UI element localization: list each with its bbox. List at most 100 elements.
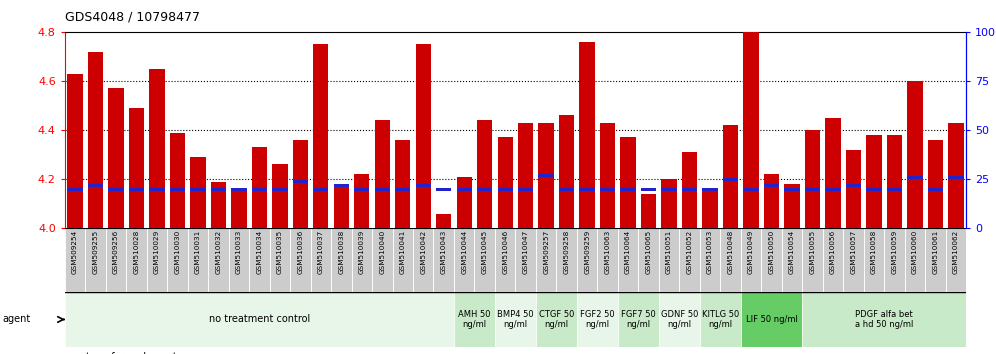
Bar <box>925 228 945 292</box>
Bar <box>293 140 308 228</box>
Bar <box>536 292 577 347</box>
Bar <box>682 152 697 228</box>
Text: BMP4 50
ng/ml: BMP4 50 ng/ml <box>497 310 534 329</box>
Bar <box>600 188 616 190</box>
Bar <box>539 174 554 177</box>
Bar <box>844 228 864 292</box>
Bar <box>65 350 80 354</box>
Bar <box>802 228 823 292</box>
Text: FGF7 50
ng/ml: FGF7 50 ng/ml <box>621 310 655 329</box>
Bar <box>784 188 800 190</box>
Bar <box>88 52 104 228</box>
Bar <box>229 228 249 292</box>
Text: GSM510035: GSM510035 <box>277 230 283 274</box>
Bar <box>355 174 370 228</box>
Bar <box>846 150 862 228</box>
Text: GSM510062: GSM510062 <box>953 230 959 274</box>
Text: LIF 50 ng/ml: LIF 50 ng/ml <box>746 315 798 324</box>
Bar <box>907 81 922 228</box>
Text: FGF2 50
ng/ml: FGF2 50 ng/ml <box>580 310 615 329</box>
Text: GSM510043: GSM510043 <box>440 230 447 274</box>
Bar <box>805 130 820 228</box>
Text: GSM510032: GSM510032 <box>215 230 221 274</box>
Bar <box>784 184 800 228</box>
Bar <box>231 188 247 190</box>
Bar <box>126 228 146 292</box>
Text: GSM510052: GSM510052 <box>686 230 692 274</box>
Text: GSM510040: GSM510040 <box>379 230 385 274</box>
Bar <box>884 228 904 292</box>
Bar <box>658 292 700 347</box>
Text: GSM510029: GSM510029 <box>154 230 160 274</box>
Bar <box>802 292 966 347</box>
Text: PDGF alfa bet
a hd 50 ng/ml: PDGF alfa bet a hd 50 ng/ml <box>855 310 913 329</box>
Bar <box>352 228 373 292</box>
Bar <box>518 123 533 228</box>
Bar <box>374 120 390 228</box>
Bar <box>436 188 451 190</box>
Bar <box>700 228 720 292</box>
Bar <box>252 147 267 228</box>
Bar <box>65 228 86 292</box>
Bar <box>904 228 925 292</box>
Bar <box>661 188 676 190</box>
Bar <box>313 44 329 228</box>
Bar <box>334 184 349 187</box>
Bar <box>477 188 492 190</box>
Bar <box>331 228 352 292</box>
Bar <box>621 137 635 228</box>
Bar <box>743 188 759 190</box>
Bar <box>518 188 533 190</box>
Bar <box>231 189 247 228</box>
Bar <box>621 188 635 190</box>
Text: GSM510061: GSM510061 <box>932 230 938 274</box>
Bar <box>313 188 329 190</box>
Bar <box>927 140 943 228</box>
Bar <box>577 228 598 292</box>
Text: transformed count: transformed count <box>86 352 176 354</box>
Text: GSM510056: GSM510056 <box>830 230 836 274</box>
Text: GSM510028: GSM510028 <box>133 230 139 274</box>
Text: GSM509256: GSM509256 <box>113 230 119 274</box>
Bar <box>618 228 638 292</box>
Bar <box>948 176 963 179</box>
Text: GSM510030: GSM510030 <box>174 230 180 274</box>
Text: GSM509254: GSM509254 <box>72 230 78 274</box>
Text: GSM510054: GSM510054 <box>789 230 795 274</box>
Text: GSM510057: GSM510057 <box>851 230 857 274</box>
Bar <box>907 176 922 179</box>
Bar <box>474 228 495 292</box>
Bar <box>886 135 902 228</box>
Bar <box>334 184 349 228</box>
Bar <box>270 228 290 292</box>
Text: GDNF 50
ng/ml: GDNF 50 ng/ml <box>660 310 698 329</box>
Bar <box>640 188 656 190</box>
Bar <box>864 228 884 292</box>
Text: GSM510065: GSM510065 <box>645 230 651 274</box>
Bar <box>433 228 454 292</box>
Bar <box>638 228 658 292</box>
Bar <box>598 228 618 292</box>
Text: GSM510058: GSM510058 <box>871 230 876 274</box>
Bar <box>477 120 492 228</box>
Text: GSM510037: GSM510037 <box>318 230 324 274</box>
Text: GSM510050: GSM510050 <box>769 230 775 274</box>
Bar <box>415 44 431 228</box>
Bar <box>149 69 164 228</box>
Bar <box>764 184 779 187</box>
Text: GSM510038: GSM510038 <box>339 230 345 274</box>
Text: GSM509259: GSM509259 <box>584 230 591 274</box>
Bar <box>618 292 658 347</box>
Bar <box>88 184 104 187</box>
Bar <box>516 228 536 292</box>
Bar <box>559 115 575 228</box>
Bar <box>373 228 392 292</box>
Bar <box>169 132 185 228</box>
Bar <box>128 108 144 228</box>
Text: GDS4048 / 10798477: GDS4048 / 10798477 <box>65 11 200 24</box>
Bar <box>720 228 741 292</box>
Text: GSM510049: GSM510049 <box>748 230 754 274</box>
Bar <box>577 292 618 347</box>
Bar <box>498 137 513 228</box>
Bar <box>311 228 331 292</box>
